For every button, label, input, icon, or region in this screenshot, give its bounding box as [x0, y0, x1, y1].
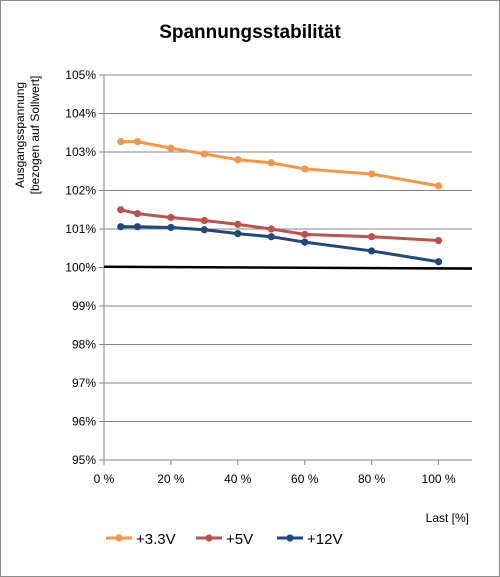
chart-title: Spannungsstabilität — [159, 22, 341, 43]
data-point — [267, 233, 275, 241]
y-tick-label: 96% — [72, 415, 96, 429]
x-tick-label: 80 % — [358, 472, 386, 486]
data-point — [117, 206, 125, 214]
y-axis-ticks: 95% 96% 97% 98% 99% 100% 101% 102% 103% 104% 105% — [65, 68, 96, 467]
data-point — [234, 156, 242, 164]
data-point — [133, 210, 142, 218]
reference-line-group — [103, 265, 473, 270]
data-point — [133, 223, 142, 231]
data-point — [133, 138, 142, 146]
grid-lines — [99, 74, 472, 465]
data-point — [167, 144, 175, 152]
series-5v — [117, 206, 443, 245]
series-33v — [117, 138, 443, 190]
y-tick-label: 97% — [72, 376, 96, 390]
data-point — [267, 225, 275, 233]
data-point — [167, 213, 175, 222]
legend-swatch-marker — [115, 534, 123, 542]
x-tick-label: 20 % — [157, 472, 185, 486]
y-tick-label: 100% — [65, 261, 96, 275]
y-axis-label: Ausgangsspannung [bezogen auf Sollwert] — [13, 76, 42, 195]
x-axis-label: Last [%] — [426, 511, 469, 525]
y-tick-label: 95% — [72, 453, 96, 467]
data-point — [434, 236, 443, 245]
data-point — [434, 182, 443, 190]
data-point — [301, 238, 309, 246]
data-series — [117, 138, 443, 266]
data-point — [368, 247, 376, 255]
data-point — [200, 150, 208, 158]
y-tick-label: 102% — [65, 184, 96, 198]
x-tick-label: 100 % — [422, 472, 456, 486]
y-tick-label: 105% — [65, 68, 96, 82]
legend-swatch-marker — [286, 534, 294, 542]
x-tick-label: 0 % — [94, 472, 115, 486]
data-point — [368, 170, 376, 178]
y-tick-label: 99% — [72, 299, 96, 313]
x-tick-label: 40 % — [224, 472, 252, 486]
data-point — [301, 230, 309, 238]
legend-swatch-marker — [205, 534, 213, 542]
series-12v — [117, 223, 443, 266]
y-tick-label: 104% — [65, 107, 96, 121]
data-point — [117, 223, 125, 231]
legend[interactable]: +3.3V +5V +12V — [106, 531, 342, 548]
y-tick-label: 103% — [65, 145, 96, 159]
x-tick-label: 60 % — [291, 472, 319, 486]
data-point — [200, 216, 208, 225]
data-point — [368, 233, 376, 241]
data-point — [234, 220, 242, 228]
data-point — [200, 226, 208, 234]
legend-item[interactable]: +5V — [196, 531, 253, 548]
data-point — [167, 223, 175, 232]
series-line — [120, 225, 439, 264]
y-axis-label-line: Ausgangsspannung — [13, 82, 27, 188]
y-tick-label: 101% — [65, 222, 96, 236]
data-point — [301, 165, 309, 173]
data-point — [234, 230, 242, 238]
data-point — [434, 258, 443, 266]
data-point — [117, 138, 125, 146]
legend-label: +5V — [226, 531, 253, 548]
y-tick-label: 98% — [72, 338, 96, 352]
legend-label: +12V — [307, 531, 342, 548]
legend-label: +3.3V — [136, 531, 176, 548]
legend-item[interactable]: +12V — [277, 531, 342, 548]
y-axis-label-line: [bezogen auf Sollwert] — [28, 76, 42, 195]
reference-line — [103, 265, 473, 270]
legend-item[interactable]: +3.3V — [106, 531, 176, 548]
data-point — [267, 159, 275, 167]
x-axis-ticks: 0 % 20 % 40 % 60 % 80 % 100 % — [94, 472, 456, 486]
